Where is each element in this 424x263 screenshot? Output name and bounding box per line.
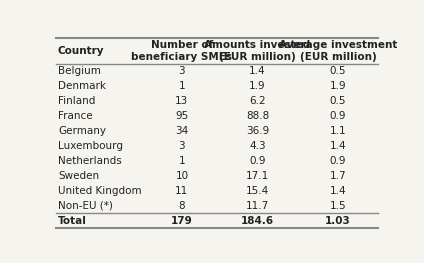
Text: 1.4: 1.4 bbox=[249, 67, 266, 77]
Text: Country: Country bbox=[58, 46, 104, 56]
Text: 11: 11 bbox=[175, 186, 189, 196]
Text: 1.5: 1.5 bbox=[330, 201, 346, 211]
Text: Denmark: Denmark bbox=[58, 81, 106, 91]
Text: Belgium: Belgium bbox=[58, 67, 101, 77]
Text: 95: 95 bbox=[175, 111, 189, 121]
Text: 10: 10 bbox=[175, 171, 188, 181]
Text: Total: Total bbox=[58, 216, 87, 226]
Text: 1.9: 1.9 bbox=[330, 81, 346, 91]
Text: 0.9: 0.9 bbox=[330, 111, 346, 121]
Text: 4.3: 4.3 bbox=[249, 141, 266, 151]
Text: 15.4: 15.4 bbox=[246, 186, 269, 196]
Text: 0.5: 0.5 bbox=[330, 67, 346, 77]
Text: 1.4: 1.4 bbox=[330, 186, 346, 196]
Text: United Kingdom: United Kingdom bbox=[58, 186, 142, 196]
Text: Number of
beneficiary SMEs: Number of beneficiary SMEs bbox=[131, 40, 232, 62]
Text: 36.9: 36.9 bbox=[246, 126, 269, 136]
Text: Luxembourg: Luxembourg bbox=[58, 141, 123, 151]
Text: 8: 8 bbox=[179, 201, 185, 211]
Text: 34: 34 bbox=[175, 126, 189, 136]
Text: 1.9: 1.9 bbox=[249, 81, 266, 91]
Text: 0.9: 0.9 bbox=[249, 156, 266, 166]
Text: Germany: Germany bbox=[58, 126, 106, 136]
Text: 11.7: 11.7 bbox=[246, 201, 269, 211]
Text: 1.1: 1.1 bbox=[330, 126, 346, 136]
Text: Amounts invested
(EUR million): Amounts invested (EUR million) bbox=[204, 40, 311, 62]
Text: 6.2: 6.2 bbox=[249, 96, 266, 106]
Text: 1: 1 bbox=[179, 156, 185, 166]
Text: Sweden: Sweden bbox=[58, 171, 99, 181]
Text: Finland: Finland bbox=[58, 96, 95, 106]
Text: Netherlands: Netherlands bbox=[58, 156, 122, 166]
Text: 3: 3 bbox=[179, 67, 185, 77]
Text: 17.1: 17.1 bbox=[246, 171, 269, 181]
Text: 88.8: 88.8 bbox=[246, 111, 269, 121]
Text: 1.4: 1.4 bbox=[330, 141, 346, 151]
Text: France: France bbox=[58, 111, 92, 121]
Text: 0.5: 0.5 bbox=[330, 96, 346, 106]
Text: Average investment
(EUR million): Average investment (EUR million) bbox=[279, 40, 397, 62]
Text: 3: 3 bbox=[179, 141, 185, 151]
Text: 1.7: 1.7 bbox=[330, 171, 346, 181]
Text: 179: 179 bbox=[171, 216, 193, 226]
Text: 1.03: 1.03 bbox=[325, 216, 351, 226]
Text: 13: 13 bbox=[175, 96, 189, 106]
Text: Non-EU (*): Non-EU (*) bbox=[58, 201, 113, 211]
Text: 1: 1 bbox=[179, 81, 185, 91]
Text: 0.9: 0.9 bbox=[330, 156, 346, 166]
Text: 184.6: 184.6 bbox=[241, 216, 274, 226]
